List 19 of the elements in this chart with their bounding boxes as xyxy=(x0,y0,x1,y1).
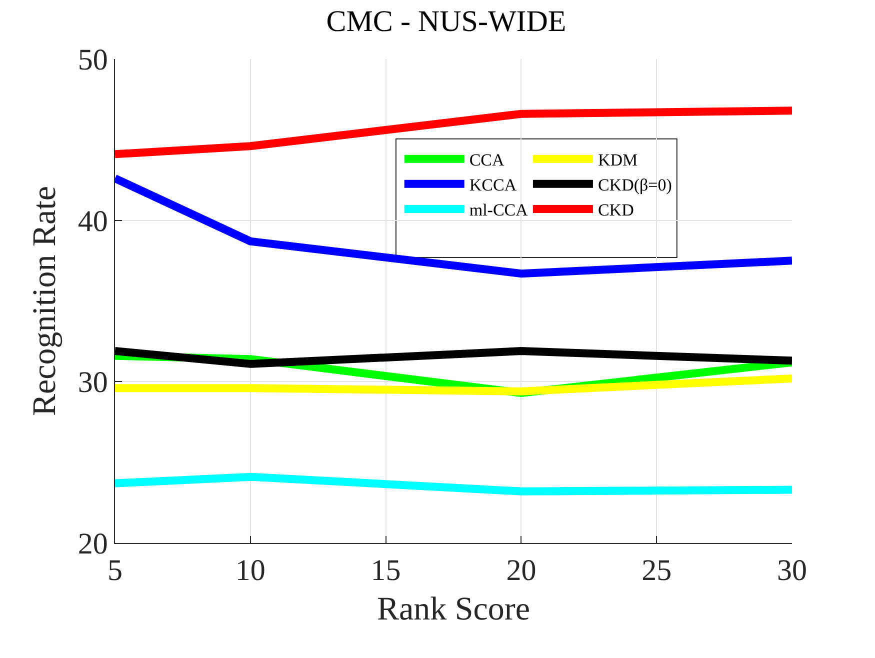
legend-label: CKD xyxy=(598,200,634,220)
x-axis-title: Rank Score xyxy=(376,592,530,628)
y-tick-label: 40 xyxy=(78,204,108,238)
legend-label: KCCA xyxy=(469,176,518,195)
x-tick-label: 25 xyxy=(642,554,672,588)
y-axis-title: Recognition Rate xyxy=(26,186,63,416)
x-tick-label: 15 xyxy=(370,554,401,588)
x-tick-label: 20 xyxy=(506,554,536,588)
legend-label: CKD(β=0) xyxy=(598,176,672,195)
y-tick-label: 50 xyxy=(78,44,108,76)
chart-title: CMC - NUS-WIDE xyxy=(326,4,566,38)
legend-label: KDM xyxy=(598,150,638,170)
legend-label: CCA xyxy=(469,150,506,170)
y-tick-label: 20 xyxy=(78,528,108,560)
x-tick-label: 30 xyxy=(777,554,807,588)
legend-label: ml-CCA xyxy=(469,200,529,220)
x-tick-label: 10 xyxy=(235,554,266,588)
y-tick-label: 30 xyxy=(78,366,108,400)
x-tick-label: 5 xyxy=(108,554,122,588)
